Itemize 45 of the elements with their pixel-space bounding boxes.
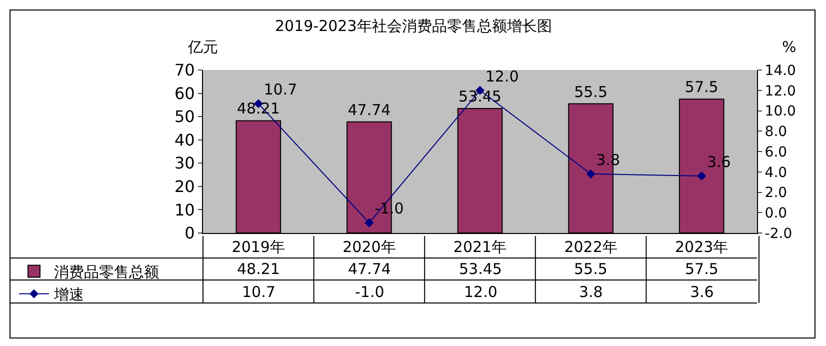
x-tick-label: 2022年 [564, 238, 618, 256]
data-label: 53.45 [459, 260, 502, 278]
data-label: 57.5 [685, 260, 718, 278]
y-tick-label: 60 [174, 84, 195, 103]
y-axis-title: 亿元 [187, 38, 218, 56]
data-label: 48.21 [237, 260, 280, 278]
x-tick-label: 2023年 [675, 238, 728, 256]
x-tick-label: 2020年 [342, 238, 396, 256]
data-label: -1.0 [355, 283, 384, 301]
y2-tick-label: 4.0 [764, 164, 788, 181]
y-tick-label: 20 [174, 177, 195, 196]
y-tick-label: 30 [174, 154, 195, 173]
data-label: 3.8 [579, 283, 603, 301]
data-label: 12.0 [464, 283, 498, 301]
y2-tick-label: 10.0 [764, 104, 796, 120]
text: 10.7 [264, 80, 298, 98]
chart-title: 2019-2023年社会消费品零售总额增长图 [275, 17, 552, 35]
point [697, 171, 706, 180]
text: 57.5 [684, 78, 718, 96]
point [364, 218, 374, 228]
data-label: 3.6 [690, 283, 714, 301]
y-tick-label: 70 [174, 60, 195, 80]
y-tick-label: 0 [184, 224, 195, 243]
y2-tick-label: 0.0 [764, 206, 788, 222]
text: 55.5 [574, 82, 608, 101]
data-label: 10.7 [242, 283, 276, 301]
legend-label: 消费品零售总额 [54, 263, 159, 282]
data-label: 55.5 [574, 260, 608, 278]
y2-tick-label: 14.0 [764, 62, 796, 79]
y2-tick-label: 6.0 [764, 144, 788, 160]
text: 12.0 [485, 67, 519, 86]
point [586, 169, 596, 178]
text: 47.74 [348, 100, 391, 119]
x-tick-label: 2019年 [232, 238, 285, 256]
data-label: 47.74 [348, 260, 391, 278]
y-tick-label: 10 [174, 200, 195, 220]
y2-tick-label: 12.0 [764, 83, 796, 100]
legend-label: 增速 [53, 286, 84, 304]
y-tick-label: 50 [174, 107, 195, 126]
y2-tick-label: 2.0 [764, 185, 788, 202]
y2-tick-label: 8.0 [764, 124, 788, 140]
x-tick-label: 2021年 [453, 238, 507, 256]
y-tick-label: 40 [174, 130, 195, 150]
y2-tick-label: -2.0 [764, 226, 792, 242]
y2-axis-title: % [782, 38, 796, 56]
